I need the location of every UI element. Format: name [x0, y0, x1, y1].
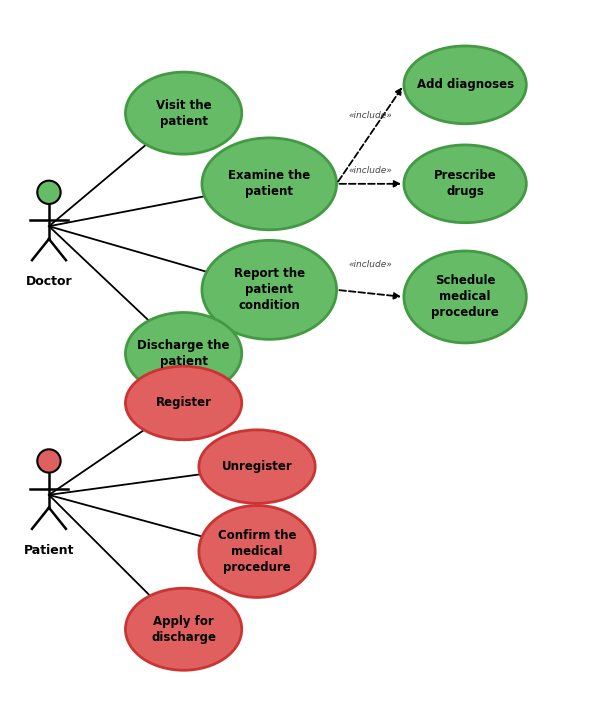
Ellipse shape	[125, 366, 242, 440]
Text: Unregister: Unregister	[222, 460, 293, 473]
Text: Add diagnoses: Add diagnoses	[417, 78, 513, 91]
Text: Patient: Patient	[24, 544, 74, 556]
Ellipse shape	[199, 506, 315, 597]
Text: Visit the
patient: Visit the patient	[156, 98, 211, 128]
Text: Prescribe
drugs: Prescribe drugs	[434, 169, 496, 199]
Text: Register: Register	[155, 397, 212, 409]
Ellipse shape	[37, 181, 61, 204]
Ellipse shape	[37, 450, 61, 473]
Ellipse shape	[202, 240, 337, 339]
Text: Schedule
medical
procedure: Schedule medical procedure	[431, 274, 499, 320]
Text: Confirm the
medical
procedure: Confirm the medical procedure	[218, 529, 296, 574]
Text: «include»: «include»	[348, 166, 392, 175]
Text: «include»: «include»	[348, 259, 392, 269]
Ellipse shape	[202, 138, 337, 230]
Ellipse shape	[125, 588, 242, 670]
Ellipse shape	[199, 430, 315, 503]
Text: Doctor: Doctor	[26, 275, 72, 288]
Ellipse shape	[125, 312, 242, 395]
Ellipse shape	[125, 72, 242, 154]
Text: Examine the
patient: Examine the patient	[228, 169, 310, 199]
Text: Discharge the
patient: Discharge the patient	[137, 339, 230, 368]
Text: «include»: «include»	[348, 111, 392, 120]
Text: Apply for
discharge: Apply for discharge	[151, 614, 216, 644]
Text: Report the
patient
condition: Report the patient condition	[234, 267, 305, 312]
Ellipse shape	[404, 46, 526, 124]
Ellipse shape	[404, 145, 526, 223]
Ellipse shape	[404, 251, 526, 343]
